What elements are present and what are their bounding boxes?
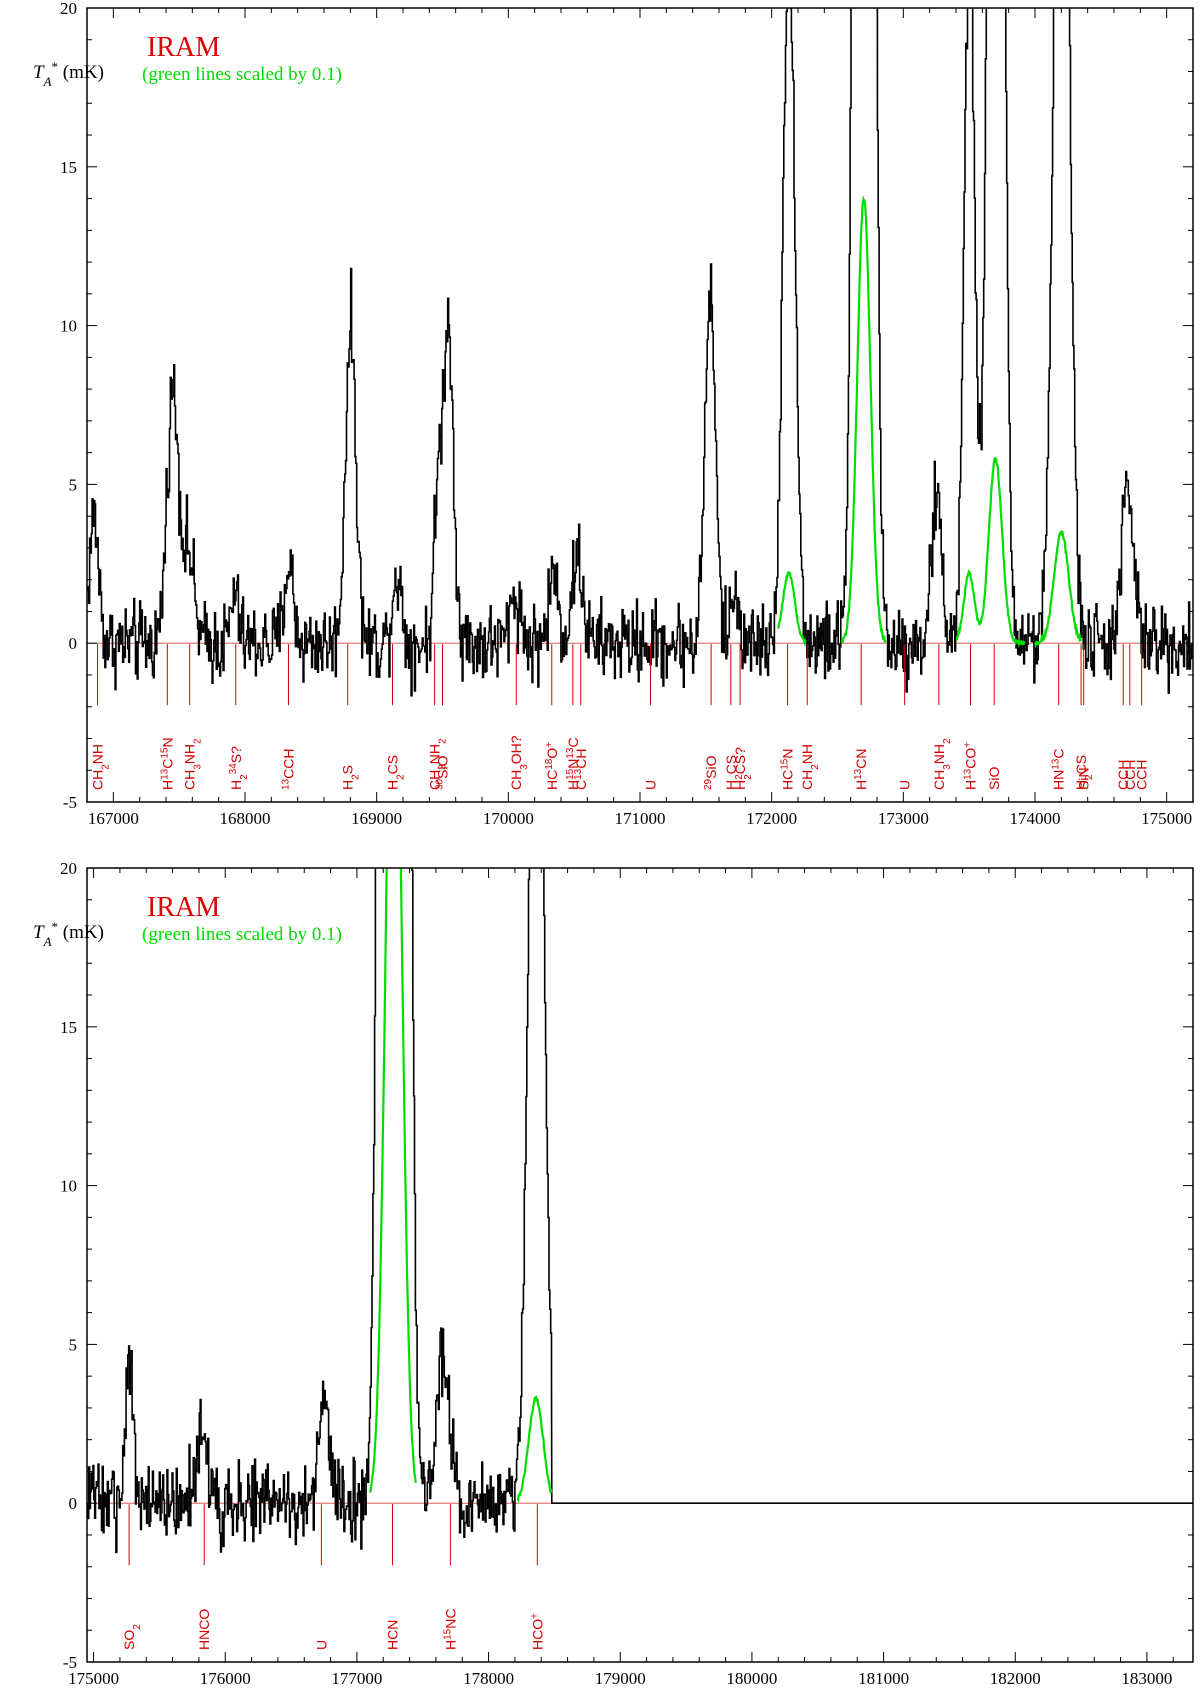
scaled-series-segment xyxy=(1033,530,1082,649)
molecule-label: 13CCH xyxy=(280,749,297,790)
molecule-label: 29SiO xyxy=(703,755,720,790)
plot-area xyxy=(87,868,1193,1554)
molecule-label: CH2NH xyxy=(90,744,112,790)
y-tick-label: 10 xyxy=(60,317,77,336)
molecule-label: CH3OH? xyxy=(508,735,530,790)
molecule-label: SiN xyxy=(1076,767,1092,790)
molecule-label: HC15N xyxy=(779,749,796,790)
molecule-label: HN13C xyxy=(1050,749,1067,790)
x-tick-label: 168000 xyxy=(220,809,271,828)
molecule-label: H2CS xyxy=(1073,755,1095,790)
y-tick-label: 5 xyxy=(69,475,78,494)
molecule-label: CCH xyxy=(1134,760,1150,790)
y-axis-label: TA* (mK) xyxy=(33,919,104,949)
molecule-label: H2CS xyxy=(384,755,406,790)
molecule-label: H234S? xyxy=(227,746,249,790)
molecule-label: CH3NH2 xyxy=(427,738,449,790)
plot-frame xyxy=(86,7,1194,803)
x-tick-label: 179000 xyxy=(595,1669,646,1688)
x-tick-label: 172000 xyxy=(746,809,797,828)
y-axis-label: TA* (mK) xyxy=(33,59,104,89)
y-tick-label: 20 xyxy=(60,859,77,878)
chart-title: IRAM xyxy=(147,892,220,923)
molecule-label: CCH xyxy=(1122,760,1138,790)
molecule-label: 30SiO xyxy=(434,755,451,790)
x-tick-label: 177000 xyxy=(331,1669,382,1688)
chart-title: IRAM xyxy=(147,32,220,63)
x-tick-label: 176000 xyxy=(200,1669,251,1688)
y-tick-label: 10 xyxy=(60,1177,77,1196)
chart-note: (green lines scaled by 0.1) xyxy=(142,64,342,85)
molecule-label: H13C15N xyxy=(159,737,176,790)
x-tick-label: 181000 xyxy=(858,1669,909,1688)
y-tick-label: 15 xyxy=(60,1018,77,1037)
y-tick-label: 15 xyxy=(60,158,77,177)
spectrum-series xyxy=(87,8,1193,697)
x-tick-label: 169000 xyxy=(351,809,402,828)
x-tick-label: 183000 xyxy=(1121,1669,1172,1688)
chart-note: (green lines scaled by 0.1) xyxy=(142,924,342,945)
panel-1: CH2NH H13C15N CH3NH2 H234S? 13CCH H2S H2CS CH3N… xyxy=(33,0,1194,828)
scaled-series-segment xyxy=(516,1395,553,1503)
scaled-series-segment xyxy=(369,868,418,1493)
molecule-label: H13CO+ xyxy=(962,742,979,790)
y-tick-label: -5 xyxy=(63,793,77,812)
molecule-label: H15NC xyxy=(442,1609,459,1650)
spectrum-series xyxy=(87,868,1193,1554)
molecule-label: U xyxy=(313,1640,329,1650)
molecule-label: CH2NH xyxy=(799,744,821,790)
molecule-label: HCN xyxy=(384,1620,400,1650)
x-tick-label: 175000 xyxy=(68,1669,119,1688)
molecule-label: H2CS xyxy=(723,755,745,790)
molecule-label: U xyxy=(897,780,913,790)
scaled-series-segment xyxy=(840,195,887,644)
y-tick-label: 0 xyxy=(69,1494,78,1513)
molecule-label: CH3NH2 xyxy=(182,738,204,790)
y-tick-label: 5 xyxy=(69,1335,78,1354)
x-tick-label: 167000 xyxy=(88,809,139,828)
plot-frame xyxy=(86,867,1194,1663)
x-tick-label: 174000 xyxy=(1010,809,1061,828)
molecule-label: H15N13C xyxy=(564,737,581,790)
molecule-label: H13CN xyxy=(853,749,870,790)
y-tick-label: 20 xyxy=(60,0,77,18)
plot-area xyxy=(87,8,1193,697)
x-tick-label: 182000 xyxy=(990,1669,1041,1688)
scaled-series-segment xyxy=(777,571,807,648)
x-tick-label: 178000 xyxy=(463,1669,514,1688)
scaled-series-segment xyxy=(955,457,1026,648)
x-tick-label: 180000 xyxy=(726,1669,777,1688)
molecule-label: HC18O+ xyxy=(543,742,560,790)
y-tick-label: 0 xyxy=(69,634,78,653)
x-tick-label: 171000 xyxy=(615,809,666,828)
x-tick-label: 170000 xyxy=(483,809,534,828)
molecule-label: SiO xyxy=(986,767,1002,790)
molecule-label: HCO+ xyxy=(529,1613,546,1650)
molecule-label: H2CS? xyxy=(732,747,754,790)
x-tick-label: 173000 xyxy=(878,809,929,828)
molecule-label: U xyxy=(643,780,659,790)
molecule-label: C13CH xyxy=(572,749,589,790)
x-tick-label: 175000 xyxy=(1141,809,1192,828)
molecule-label: SO2 xyxy=(121,1624,143,1650)
y-tick-label: -5 xyxy=(63,1653,77,1672)
molecule-label: CCH xyxy=(1115,760,1131,790)
panel-2: SO2 HNCO U HCN H15NC HCO+ 175000 176000 177000 17… xyxy=(33,859,1194,1688)
molecule-label: CH3NH2 xyxy=(931,738,953,790)
molecule-label: HNCO xyxy=(196,1609,212,1650)
molecule-label: H2S xyxy=(340,765,362,790)
